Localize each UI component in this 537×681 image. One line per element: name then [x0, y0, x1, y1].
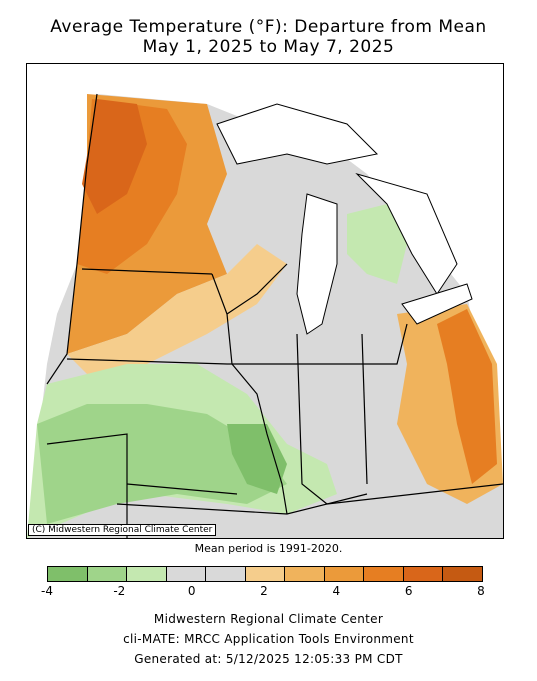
cool-anomaly-lower-michigan: [347, 204, 407, 284]
cool-anomaly-southwest-mid: [37, 404, 287, 524]
color-legend: [47, 566, 483, 582]
footer-generated: Generated at: 5/12/2025 12:05:33 PM CDT: [134, 652, 403, 666]
legend-swatch: [245, 567, 286, 581]
legend-swatch: [403, 567, 444, 581]
footer-organization: Midwestern Regional Climate Center: [153, 612, 384, 626]
footer-tool: cli-MATE: MRCC Application Tools Environ…: [123, 632, 414, 646]
legend-tick-label: -2: [113, 584, 126, 598]
map-svg: [27, 93, 503, 538]
legend-swatch: [166, 567, 207, 581]
legend-swatch: [324, 567, 365, 581]
legend-tick-label: 8: [477, 584, 485, 598]
mild-warm-band: [67, 244, 287, 374]
lake-erie: [401, 283, 473, 325]
mean-period-note: Mean period is 1991-2020.: [194, 542, 343, 555]
legend-swatch: [87, 567, 128, 581]
legend-tick-label: -4: [41, 584, 53, 598]
map-title: Average Temperature (°F): Departure from…: [50, 17, 487, 37]
map-date-range: May 1, 2025 to May 7, 2025: [142, 37, 395, 57]
legend-swatch: [285, 567, 325, 581]
legend-swatch: [48, 567, 88, 581]
legend-swatch: [127, 567, 167, 581]
state-boundaries: [46, 93, 503, 538]
legend-tick-label: 2: [260, 584, 268, 598]
hot-anomaly-east: [437, 309, 497, 484]
legend-swatch: [206, 567, 246, 581]
copyright-label: (C) Midwestern Regional Climate Center: [28, 524, 217, 536]
lake-superior: [216, 103, 379, 165]
hot-anomaly-core: [82, 99, 147, 214]
legend-tick-label: 4: [332, 584, 341, 598]
legend-swatch: [364, 567, 404, 581]
legend-swatch: [443, 567, 483, 581]
legend-tick-label: 6: [404, 584, 413, 598]
lake-michigan: [296, 193, 338, 335]
cool-anomaly-illinois: [227, 424, 287, 494]
temperature-departure-map: [26, 63, 504, 539]
legend-tick-label: 0: [187, 584, 196, 598]
